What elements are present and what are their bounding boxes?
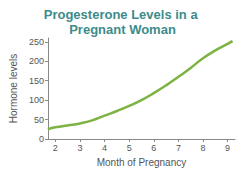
svg-text:0: 0: [39, 134, 44, 144]
svg-text:3: 3: [77, 143, 82, 153]
svg-text:2: 2: [53, 143, 58, 153]
svg-text:7: 7: [176, 143, 181, 153]
svg-text:Progesterone Levels in a: Progesterone Levels in a: [44, 7, 202, 22]
svg-text:4: 4: [102, 143, 107, 153]
svg-text:6: 6: [151, 143, 156, 153]
svg-text:5: 5: [127, 143, 132, 153]
svg-text:150: 150: [29, 76, 44, 86]
svg-text:Month of Pregnancy: Month of Pregnancy: [97, 157, 187, 168]
svg-text:Pregnant Woman: Pregnant Woman: [69, 22, 176, 37]
svg-text:8: 8: [200, 143, 205, 153]
svg-text:50: 50: [34, 115, 44, 125]
svg-text:Hormone levels: Hormone levels: [8, 54, 19, 123]
svg-text:9: 9: [225, 143, 230, 153]
svg-text:100: 100: [29, 95, 44, 105]
svg-text:250: 250: [29, 37, 44, 47]
svg-text:200: 200: [29, 56, 44, 66]
